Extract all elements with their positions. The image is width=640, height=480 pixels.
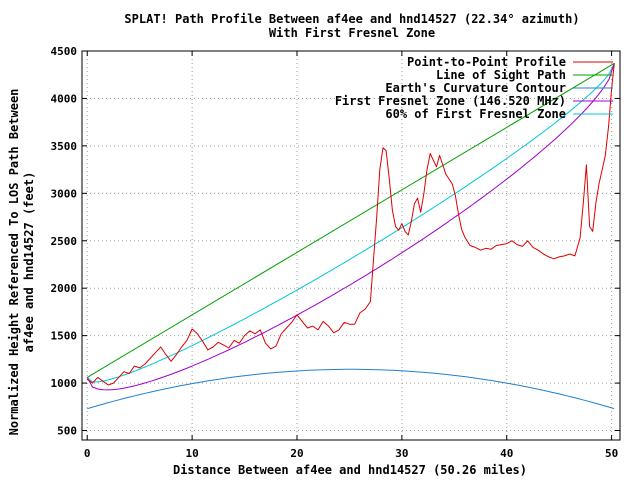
chart-title: SPLAT! Path Profile Between af4ee and hn… xyxy=(124,12,579,26)
y-tick-label: 3000 xyxy=(51,187,78,200)
x-tick-label: 0 xyxy=(84,447,91,460)
y-tick-label: 3500 xyxy=(51,140,78,153)
series-point-to-point-profile xyxy=(86,63,615,386)
plot-frame xyxy=(81,50,621,441)
y-axis-label-line1: Normalized Height Referenced To LOS Path… xyxy=(7,89,21,436)
series-layer xyxy=(86,62,615,410)
chart-subtitle: With First Fresnel Zone xyxy=(269,26,435,40)
legend-label: Earth's Curvature Contour xyxy=(385,81,566,95)
legend-label: 60% of First Fresnel Zone xyxy=(385,107,566,121)
legend-item-first-fresnel-zone-146-520-mhz: First Fresnel Zone (146.520 MHz) xyxy=(335,94,613,108)
y-tick-label: 2000 xyxy=(51,282,78,295)
x-tick-label: 30 xyxy=(395,447,408,460)
series-earth-s-curvature-contour xyxy=(87,368,615,410)
x-axis-label: Distance Between af4ee and hnd14527 (50.… xyxy=(173,463,527,477)
y-tick-label: 4000 xyxy=(51,92,78,105)
y-tick-label: 2500 xyxy=(51,235,78,248)
x-tick-label: 10 xyxy=(185,447,198,460)
legend-label: First Fresnel Zone (146.520 MHz) xyxy=(335,94,566,108)
series-line-of-sight-path xyxy=(86,62,615,378)
series-first-fresnel-zone-146-520-mhz xyxy=(86,63,615,391)
legend-label: Line of Sight Path xyxy=(436,68,566,82)
legend-item-line-of-sight-path: Line of Sight Path xyxy=(436,68,613,82)
legend-label: Point-to-Point Profile xyxy=(407,55,566,69)
x-tick-label: 40 xyxy=(500,447,513,460)
x-tick-label: 20 xyxy=(290,447,303,460)
ticks: 0 10 20 30 40 50 500 1000 1500 2000 2500 3000 3500 40… xyxy=(51,45,620,460)
y-tick-label: 1000 xyxy=(51,377,78,390)
y-tick-label: 500 xyxy=(57,425,77,438)
y-tick-label: 1500 xyxy=(51,330,78,343)
legend-item-60-of-first-fresnel-zone: 60% of First Fresnel Zone xyxy=(385,107,613,121)
x-tick-label: 50 xyxy=(605,447,618,460)
y-tick-label: 4500 xyxy=(51,45,78,58)
y-axis-label-line2: af4ee and hnd14527 (feet) xyxy=(22,172,36,353)
legend-item-point-to-point-profile: Point-to-Point Profile xyxy=(407,55,613,69)
series-60-of-first-fresnel-zone xyxy=(86,63,615,383)
legend-item-earth-s-curvature-contour: Earth's Curvature Contour xyxy=(385,81,613,95)
